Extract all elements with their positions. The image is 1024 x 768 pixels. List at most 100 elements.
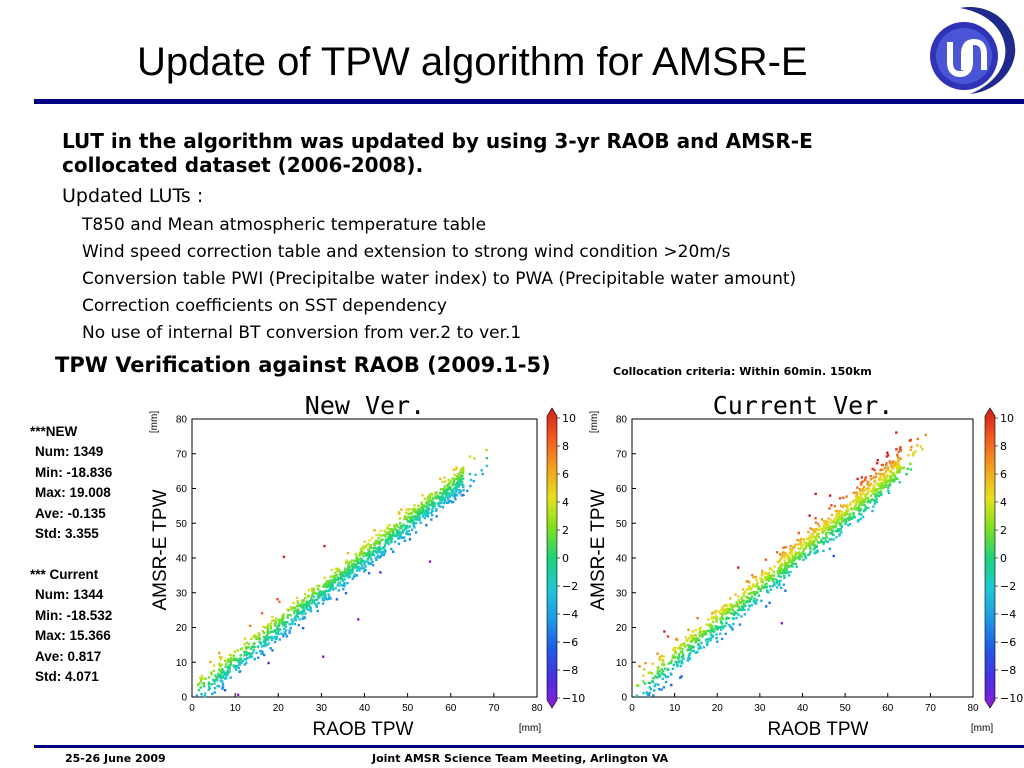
data-point <box>888 460 892 463</box>
data-point <box>897 466 900 469</box>
data-point <box>738 607 741 610</box>
data-point <box>226 673 229 676</box>
data-point <box>729 603 733 606</box>
data-point <box>392 550 395 553</box>
data-point <box>680 643 683 646</box>
data-point <box>866 481 869 485</box>
data-point <box>397 531 400 534</box>
data-point <box>334 571 337 574</box>
data-point <box>703 631 706 634</box>
data-point <box>358 554 361 557</box>
data-point <box>426 503 429 506</box>
data-point <box>338 581 341 584</box>
data-point <box>788 558 791 562</box>
data-point <box>423 497 426 500</box>
data-point <box>269 627 273 630</box>
data-point <box>896 454 899 457</box>
data-point <box>445 484 449 487</box>
data-point <box>825 520 828 523</box>
data-point <box>832 533 835 537</box>
data-point <box>485 456 488 460</box>
data-point <box>269 647 272 650</box>
data-point <box>295 613 298 617</box>
data-point <box>698 632 701 635</box>
data-point <box>672 655 675 658</box>
data-point <box>315 603 318 606</box>
data-point <box>379 571 382 574</box>
data-point <box>421 515 424 518</box>
data-point <box>858 512 861 516</box>
data-point <box>460 477 463 480</box>
data-point <box>408 525 412 528</box>
data-point <box>453 479 456 482</box>
data-point <box>760 599 763 603</box>
data-point <box>251 651 255 654</box>
data-point <box>716 640 719 643</box>
data-point <box>720 615 724 619</box>
data-point <box>802 547 806 551</box>
data-point <box>346 574 349 578</box>
data-point <box>845 518 848 521</box>
data-point <box>648 691 651 695</box>
data-point <box>221 682 225 686</box>
data-point <box>789 570 792 574</box>
data-point <box>437 502 440 505</box>
data-point <box>729 625 732 628</box>
data-point <box>270 637 273 640</box>
data-point <box>335 598 339 601</box>
data-point <box>785 564 788 567</box>
data-point <box>340 584 343 587</box>
data-point <box>302 605 305 608</box>
data-point <box>885 483 888 487</box>
data-point <box>460 467 464 470</box>
data-point <box>859 517 862 521</box>
data-point <box>700 633 704 636</box>
data-point <box>322 593 325 596</box>
data-point <box>211 692 214 695</box>
data-point <box>895 448 898 451</box>
data-point <box>294 618 297 621</box>
data-point <box>680 659 684 662</box>
data-point <box>343 575 347 578</box>
data-point <box>430 492 433 496</box>
data-point <box>861 490 864 493</box>
data-point <box>228 670 231 673</box>
data-point <box>857 498 860 501</box>
stats-new-num: Num: 1349 <box>35 444 104 460</box>
data-point <box>898 468 901 472</box>
data-point <box>829 518 833 522</box>
data-point <box>281 616 284 619</box>
data-point <box>731 628 734 631</box>
data-point <box>311 594 314 597</box>
data-point <box>454 498 457 501</box>
data-point <box>247 642 250 645</box>
data-point <box>829 538 833 541</box>
data-point <box>784 552 787 556</box>
data-point <box>714 625 717 628</box>
data-point <box>672 663 675 667</box>
data-point <box>912 451 915 455</box>
data-point <box>875 489 878 492</box>
data-point <box>447 501 450 504</box>
data-point <box>838 497 842 500</box>
data-point <box>757 594 761 597</box>
data-point <box>357 559 360 562</box>
data-point <box>303 616 306 620</box>
data-point <box>411 508 414 511</box>
data-point <box>895 463 899 466</box>
data-point <box>392 530 395 534</box>
data-point <box>245 641 249 644</box>
data-point <box>909 462 912 465</box>
data-point <box>226 660 230 663</box>
data-point <box>715 637 718 640</box>
data-point <box>876 494 879 498</box>
data-point <box>389 535 393 539</box>
data-point <box>809 536 813 539</box>
data-point <box>213 687 217 690</box>
data-point <box>346 568 349 572</box>
data-point <box>447 478 450 482</box>
data-point <box>746 588 749 591</box>
data-point <box>352 566 355 569</box>
data-point <box>680 656 683 659</box>
data-point <box>207 676 211 679</box>
